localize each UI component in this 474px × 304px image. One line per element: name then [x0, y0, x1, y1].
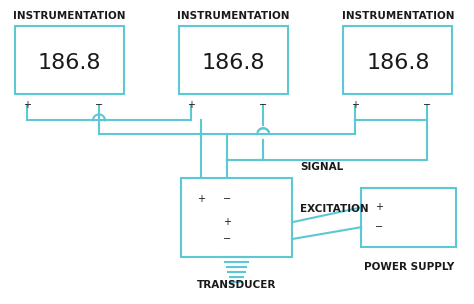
Text: −: −: [259, 101, 267, 110]
Text: SIGNAL: SIGNAL: [300, 162, 343, 172]
Text: POWER SUPPLY: POWER SUPPLY: [364, 262, 454, 272]
Bar: [343, 26, 452, 94]
Text: −: −: [223, 195, 231, 205]
Bar: [15, 26, 124, 94]
Text: +: +: [197, 195, 205, 205]
Text: +: +: [351, 101, 359, 110]
Text: −: −: [223, 234, 231, 244]
Text: −: −: [95, 101, 103, 110]
Bar: [181, 178, 292, 257]
Text: +: +: [375, 202, 383, 212]
Text: +: +: [187, 101, 195, 110]
Text: INSTRUMENTATION: INSTRUMENTATION: [177, 11, 290, 21]
Text: −: −: [423, 101, 431, 110]
Text: +: +: [23, 101, 31, 110]
Text: INSTRUMENTATION: INSTRUMENTATION: [342, 11, 454, 21]
Text: EXCITATION: EXCITATION: [300, 204, 368, 214]
Text: 186.8: 186.8: [202, 53, 265, 73]
Text: 186.8: 186.8: [366, 53, 429, 73]
Bar: [361, 188, 456, 247]
Text: −: −: [375, 222, 383, 232]
Bar: [179, 26, 288, 94]
Text: +: +: [223, 217, 231, 227]
Text: 186.8: 186.8: [37, 53, 101, 73]
Text: INSTRUMENTATION: INSTRUMENTATION: [13, 11, 126, 21]
Text: TRANSDUCER: TRANSDUCER: [197, 280, 276, 290]
